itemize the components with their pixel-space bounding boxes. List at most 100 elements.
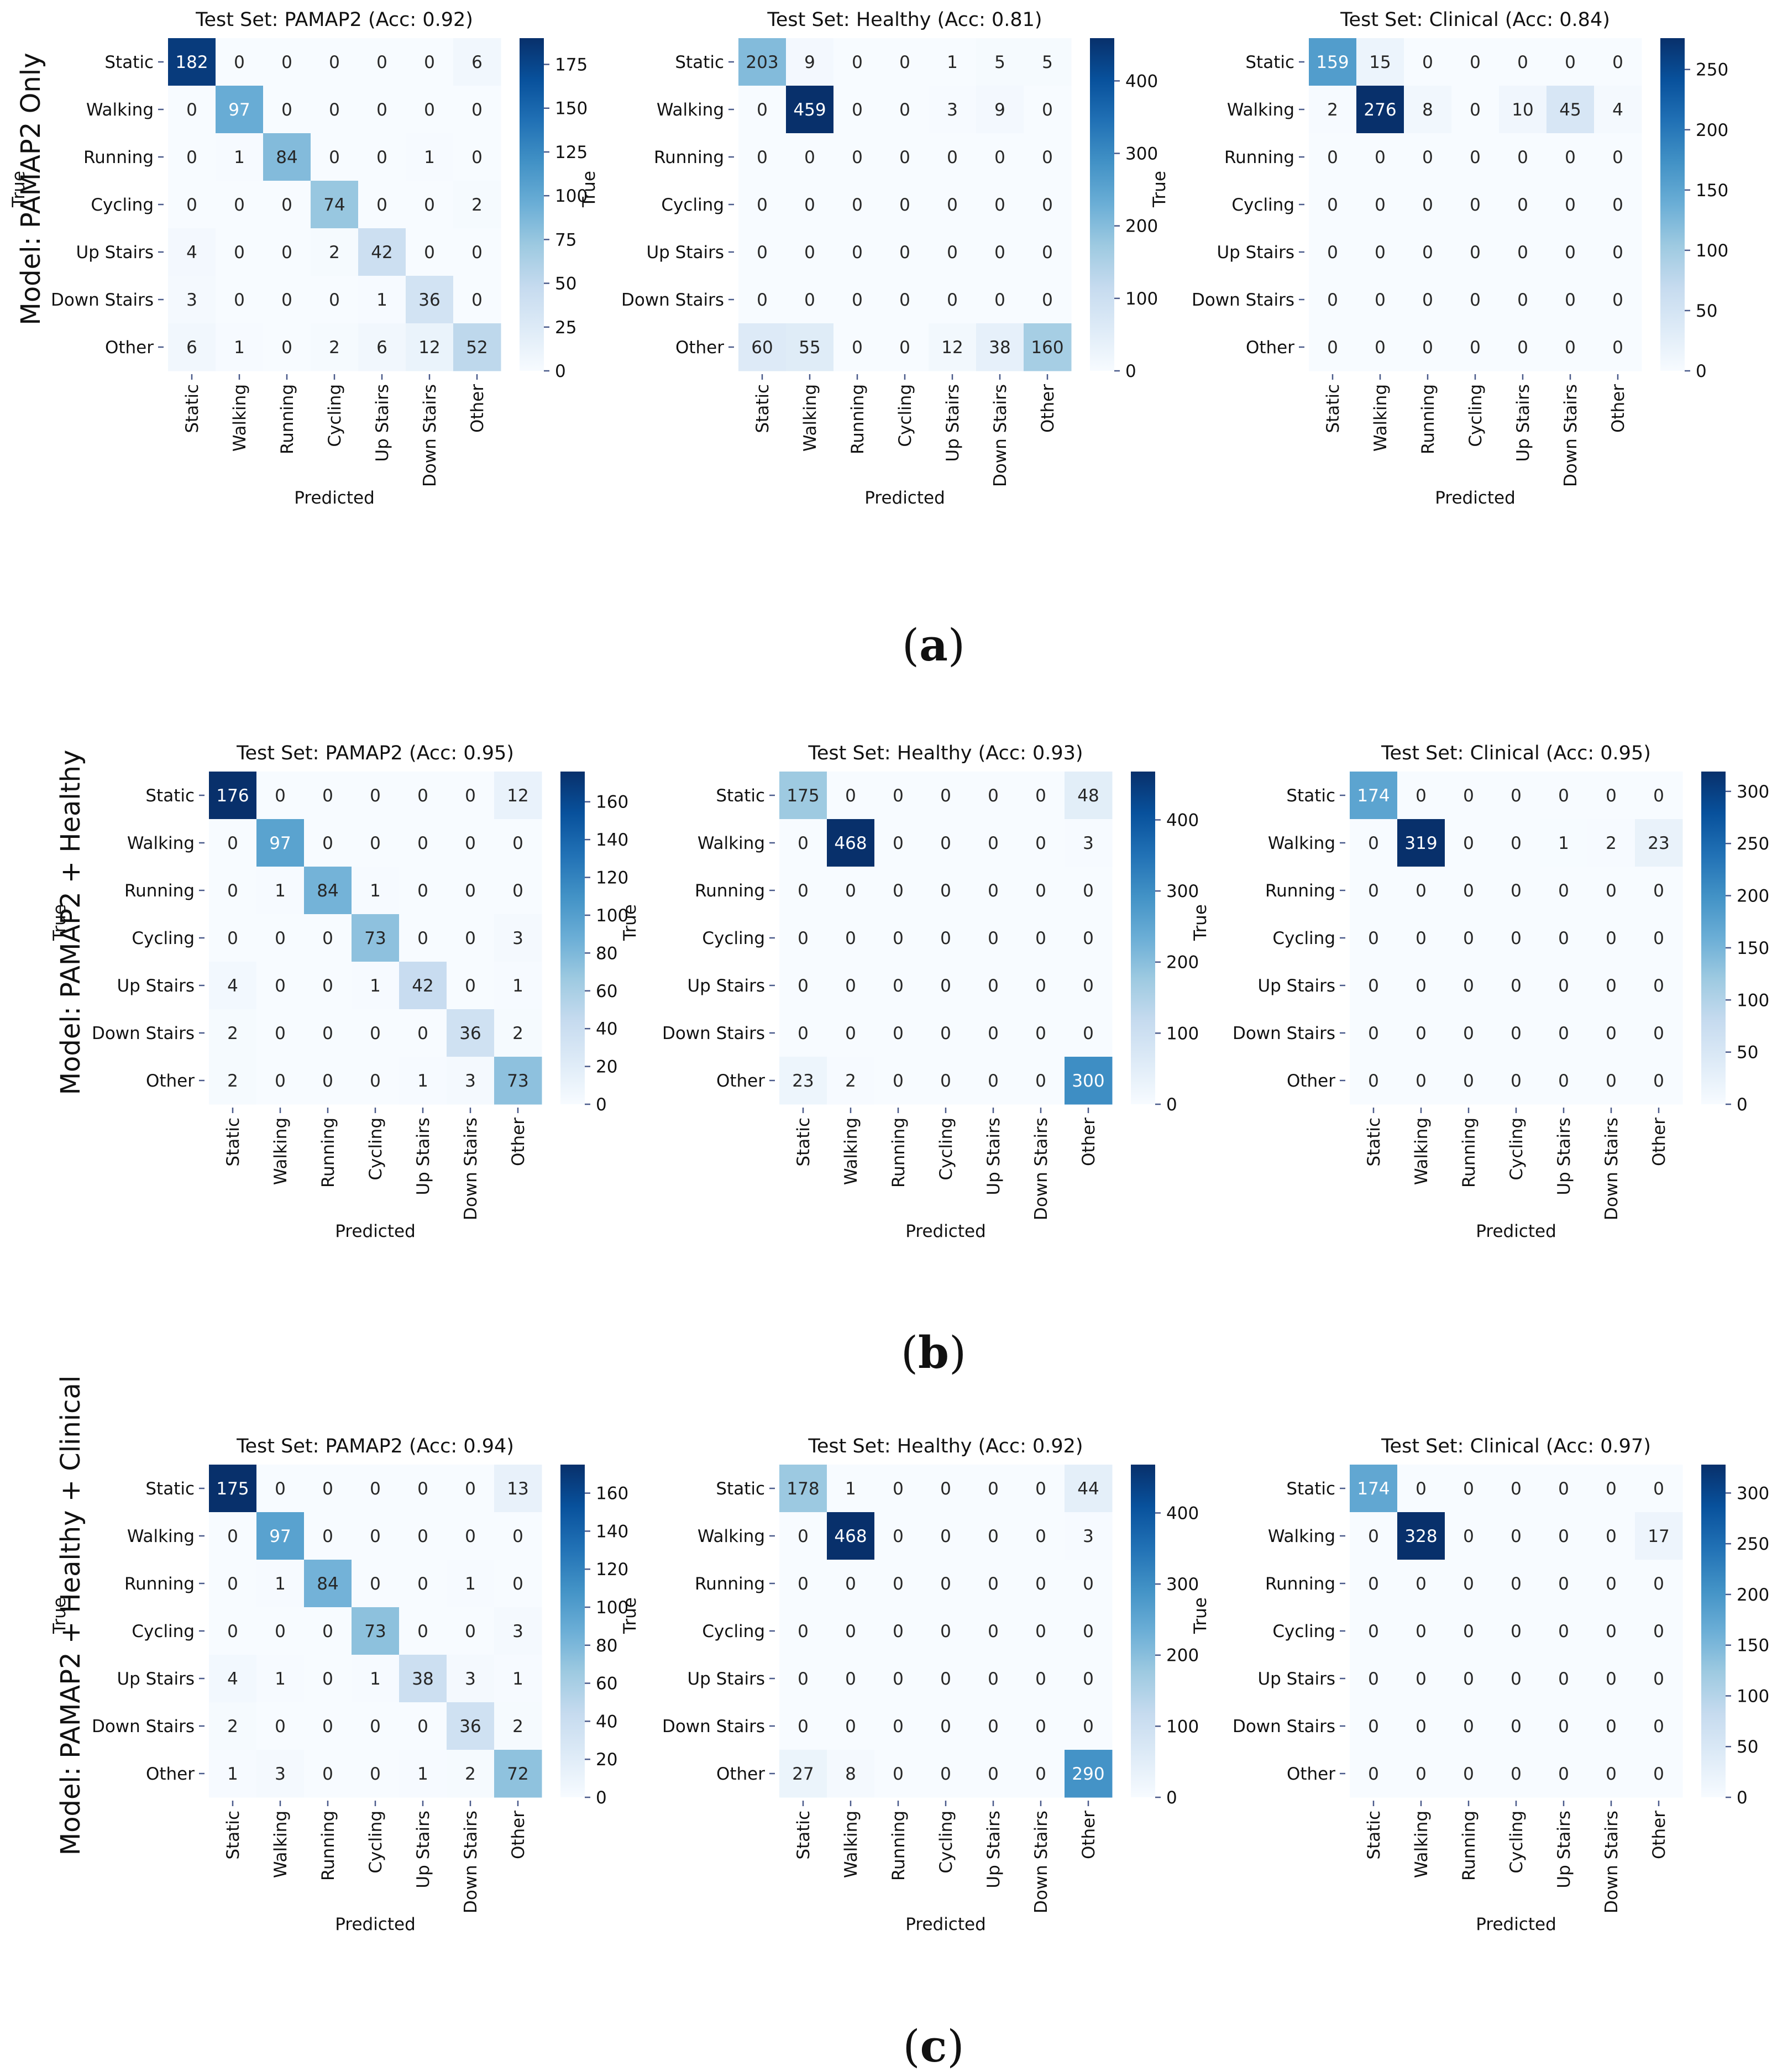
heatmap-cell: [929, 228, 977, 276]
cell-value: 0: [234, 290, 245, 310]
heatmap-cell: [1635, 772, 1683, 820]
heatmap-cell: [738, 228, 787, 276]
heatmap-cell: [1350, 1607, 1398, 1655]
cell-value: 0: [798, 1574, 809, 1594]
cell-value: 1: [947, 53, 958, 72]
heatmap-cell: [976, 323, 1024, 371]
heatmap-cell: [168, 133, 216, 181]
cell-value: 300: [1072, 1071, 1104, 1091]
heatmap-cell: [263, 86, 311, 134]
heatmap-cell: [304, 1750, 352, 1798]
cell-value: 0: [940, 1764, 951, 1784]
heatmap-cell: [1540, 1009, 1588, 1057]
heatmap-cell: [929, 181, 977, 229]
heatmap-cell: [494, 1702, 542, 1750]
heatmap-cell: [969, 1607, 1018, 1655]
x-tick-label: Cycling: [366, 1118, 386, 1181]
heatmap-cell: [358, 181, 406, 229]
cell-value: 0: [417, 1717, 428, 1737]
heatmap-cell: [352, 1057, 400, 1105]
cell-value: 0: [1612, 290, 1623, 310]
cell-value: 44: [1077, 1479, 1099, 1499]
y-tick-label: Walking: [1268, 1527, 1335, 1546]
cell-value: 0: [1415, 1669, 1427, 1689]
heatmap-cell: [311, 86, 359, 134]
x-tick-label: Up Stairs: [1554, 1118, 1574, 1195]
x-tick-label: Down Stairs: [990, 384, 1010, 487]
y-tick-label: Static: [675, 53, 724, 72]
cell-value: 0: [1375, 243, 1386, 263]
cell-value: 159: [1316, 53, 1349, 72]
heatmap-cell: [779, 962, 827, 1010]
heatmap-cell: [1445, 962, 1493, 1010]
y-axis-label: True: [1191, 1597, 1210, 1634]
heatmap-cell: [738, 323, 787, 371]
cell-value: 0: [845, 1574, 856, 1594]
colorbar-tick-label: 160: [596, 1484, 628, 1504]
y-tick-label: Other: [1287, 1071, 1335, 1091]
heatmap-cell: [874, 1465, 922, 1513]
cell-value: 0: [940, 929, 951, 948]
heatmap-cell: [1017, 1512, 1065, 1560]
heatmap-cell: [1350, 819, 1398, 867]
cell-value: 0: [1368, 1622, 1379, 1641]
y-tick-label: Down Stairs: [92, 1024, 195, 1043]
heatmap-cell: [976, 228, 1024, 276]
colorbar-tick-label: 400: [1166, 810, 1199, 830]
cell-value: 0: [234, 53, 245, 72]
colorbar-tick-label: 400: [1125, 71, 1158, 91]
y-axis-label: True: [50, 1597, 70, 1634]
cell-value: 0: [804, 290, 815, 310]
cell-value: 0: [1606, 1527, 1617, 1546]
heatmap-cell: [209, 1750, 257, 1798]
cell-value: 0: [1517, 148, 1528, 167]
cell-value: 1: [370, 976, 381, 996]
cell-value: 0: [1653, 881, 1664, 901]
cell-value: 0: [1511, 1669, 1522, 1689]
cell-value: 42: [412, 976, 433, 996]
cell-value: 0: [1612, 195, 1623, 215]
cell-value: 0: [227, 1527, 238, 1546]
cell-value: 0: [1565, 53, 1576, 72]
cell-value: 1: [417, 1071, 428, 1091]
heatmap-cell: [1499, 181, 1547, 229]
heatmap-cell: [399, 962, 447, 1010]
heatmap-cell: [304, 772, 352, 820]
heatmap-cell: [358, 86, 406, 134]
cell-value: 0: [1653, 1024, 1664, 1043]
heatmap-cell: [1017, 1702, 1065, 1750]
heatmap-cell: [1065, 867, 1113, 915]
heatmap-cell: [1397, 1560, 1445, 1608]
heatmap-cell: [874, 1560, 922, 1608]
colorbar-tick-label: 300: [1125, 144, 1158, 164]
heatmap-cell: [1356, 86, 1404, 134]
cell-value: 0: [1517, 195, 1528, 215]
heatmap-cell: [447, 1655, 495, 1703]
heatmap-cell: [1397, 1512, 1445, 1560]
heatmap-cell: [494, 1560, 542, 1608]
heatmap-cell: [881, 276, 929, 324]
heatmap-7: Test Set: PAMAP2 (Acc: 0.94)175 0 0 0 0 0 130 9…: [50, 1435, 628, 1934]
cell-value: 0: [370, 786, 381, 806]
cell-value: 1: [417, 1764, 428, 1784]
cell-value: 319: [1404, 833, 1437, 853]
heatmap-3: Test Set: Clinical (Acc: 0.84)159 15 0 0 0 0 0…: [1150, 9, 1728, 508]
heatmap-title: Test Set: Healthy (Acc: 0.93): [808, 742, 1083, 764]
colorbar-tick-label: 100: [596, 1598, 628, 1618]
cell-value: 3: [947, 100, 958, 120]
heatmap-cell: [1492, 1702, 1540, 1750]
cell-value: 8: [845, 1764, 856, 1784]
x-tick-label: Up Stairs: [943, 384, 963, 462]
colorbar-tick-label: 0: [1166, 1095, 1177, 1115]
heatmap-cell: [833, 276, 882, 324]
cell-value: 0: [1035, 1669, 1046, 1689]
y-tick-label: Walking: [127, 1527, 195, 1546]
y-tick-label: Cycling: [1231, 195, 1294, 215]
cell-value: 0: [899, 195, 910, 215]
colorbar-tick-label: 160: [596, 793, 628, 812]
heatmap-cell: [399, 1465, 447, 1513]
cell-value: 73: [507, 1071, 528, 1091]
cell-value: 0: [1035, 833, 1046, 853]
cell-value: 8: [1422, 100, 1433, 120]
heatmap-cell: [874, 962, 922, 1010]
